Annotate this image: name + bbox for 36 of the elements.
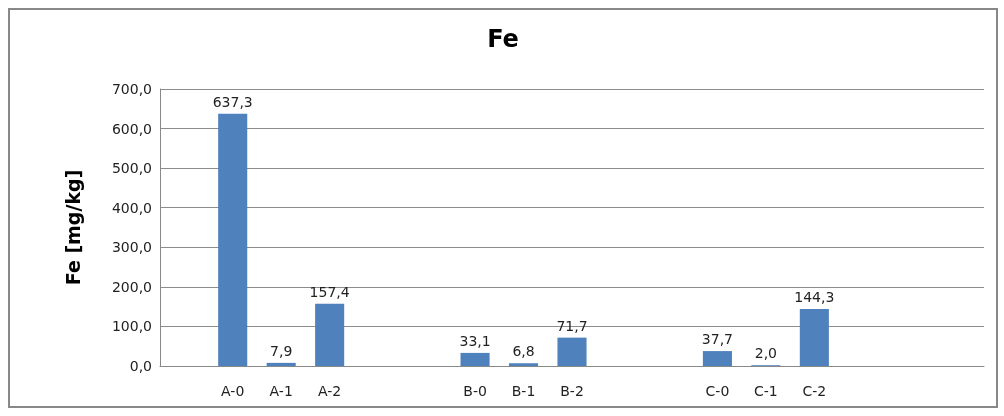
data-label: 637,3 (212, 93, 253, 110)
y-tick-label: 100,0 (111, 318, 152, 335)
x-tick-label: A-2 (318, 383, 342, 399)
x-tick-label: B-0 (463, 383, 487, 399)
x-tick-label: B-2 (560, 383, 584, 399)
bar (508, 363, 539, 366)
bar (315, 303, 345, 366)
y-tick-label: 600,0 (111, 120, 152, 137)
data-label: 6,8 (512, 343, 535, 360)
chart-title: Fe (487, 25, 519, 53)
x-tick-label: C-1 (754, 383, 778, 399)
bar (218, 113, 248, 366)
data-label: 7,9 (270, 342, 293, 359)
y-tick-label: 700,0 (111, 81, 152, 97)
bar (266, 362, 296, 366)
data-label: 37,7 (701, 331, 733, 348)
bar (557, 337, 587, 366)
x-tick-label: B-1 (511, 383, 536, 399)
y-tick-label: 500,0 (111, 160, 152, 177)
x-tick-label: C-2 (802, 383, 827, 399)
y-axis-title: Fe [mg/kg] (61, 169, 84, 286)
data-label: 2,0 (754, 345, 778, 362)
bar (702, 351, 732, 366)
data-label: 144,3 (794, 288, 835, 305)
x-tick-label: A-0 (221, 383, 245, 399)
x-tick-label: C-0 (705, 383, 730, 399)
data-label: 157,4 (309, 283, 350, 300)
bar (799, 308, 829, 366)
x-tick-label: A-1 (269, 383, 293, 399)
bar (460, 352, 490, 366)
data-label: 71,7 (556, 317, 588, 334)
y-tick-label: 300,0 (111, 239, 152, 256)
y-tick-label: 200,0 (111, 278, 152, 295)
y-tick-label: 0,0 (129, 358, 152, 374)
y-tick-label: 400,0 (111, 199, 152, 216)
data-label: 33,1 (459, 332, 491, 349)
